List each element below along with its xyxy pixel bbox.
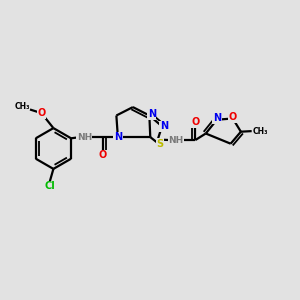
Text: S: S xyxy=(157,139,164,149)
Text: NH: NH xyxy=(76,133,92,142)
Text: N: N xyxy=(160,121,168,131)
Text: CH₃: CH₃ xyxy=(253,127,268,136)
Text: O: O xyxy=(99,150,107,160)
Text: Cl: Cl xyxy=(44,181,55,191)
Text: O: O xyxy=(229,112,237,122)
Text: O: O xyxy=(37,108,46,118)
Text: N: N xyxy=(114,132,122,142)
Text: O: O xyxy=(191,117,200,127)
Text: N: N xyxy=(213,113,221,123)
Text: N: N xyxy=(148,109,156,119)
Text: NH: NH xyxy=(168,136,183,145)
Text: CH₃: CH₃ xyxy=(15,102,31,111)
